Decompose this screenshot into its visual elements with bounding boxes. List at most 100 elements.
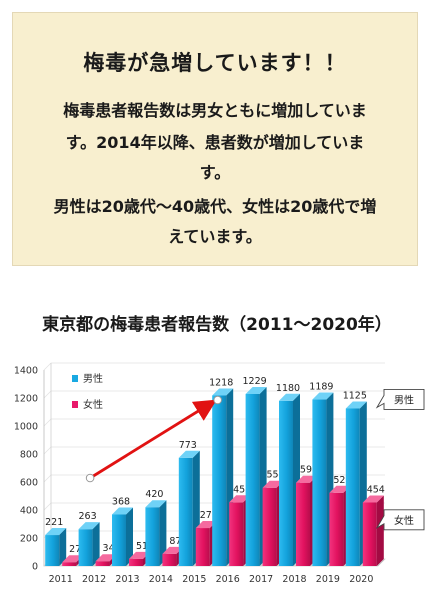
y-tick-label: 1000 — [14, 422, 38, 433]
bar-top — [112, 507, 133, 515]
gridline — [43, 362, 52, 371]
bar-side — [126, 507, 133, 566]
bar-male — [145, 507, 160, 566]
gridline — [43, 418, 52, 427]
bar-top — [45, 528, 67, 536]
bar-top — [178, 450, 200, 458]
data-label-male: 368 — [112, 496, 130, 507]
data-label-male: 1125 — [343, 391, 367, 402]
y-tick-label: 200 — [20, 534, 38, 545]
bar-top — [229, 495, 251, 503]
legend-label: 男性 — [83, 372, 103, 385]
x-tick-label: 2015 — [182, 574, 206, 585]
data-label-female: 454 — [367, 484, 385, 495]
bar-top — [162, 546, 184, 554]
arrow-end-marker — [213, 395, 222, 405]
x-tick-label: 2011 — [49, 574, 73, 585]
data-label-female: 27 — [69, 544, 81, 555]
data-label-female: 455 — [233, 484, 251, 495]
x-tick-label: 2012 — [82, 574, 106, 585]
info-line: す。 — [199, 163, 231, 182]
bar-male — [345, 408, 360, 566]
data-label-male: 1180 — [276, 383, 300, 394]
legend-label: 女性 — [83, 398, 103, 411]
bar-top — [312, 392, 334, 400]
y-tick-label: 800 — [20, 450, 38, 461]
info-line: す。2014年以降、患者数が増加していま — [65, 133, 365, 152]
x-tick-label: 2018 — [282, 574, 306, 585]
data-label-male: 1229 — [243, 376, 267, 387]
bar-side — [59, 528, 67, 566]
gridline — [43, 390, 52, 399]
info-line: えています。 — [168, 227, 262, 246]
data-label-female: 595 — [300, 465, 318, 476]
data-label-male: 221 — [45, 517, 63, 528]
data-label-male: 420 — [145, 489, 163, 500]
data-label-male: 1189 — [309, 382, 333, 393]
bar-female — [129, 558, 143, 566]
bar-female — [362, 502, 377, 566]
bar-side — [92, 522, 100, 566]
bar-top — [145, 500, 167, 508]
bar-male — [245, 393, 260, 566]
bar-top — [296, 475, 317, 483]
x-tick-label: 2020 — [349, 574, 373, 585]
bar-top — [245, 386, 267, 394]
y-tick-label: 600 — [20, 478, 38, 489]
callout-male — [375, 388, 425, 410]
bar-side — [159, 500, 167, 566]
callout-male-text: 男性 — [394, 393, 414, 406]
data-label-female: 271 — [200, 510, 218, 521]
bar-female — [329, 492, 344, 566]
bar-female — [62, 562, 77, 566]
bar-top — [329, 485, 351, 493]
bar-top — [129, 551, 150, 559]
info-line: 男性は20歳代～40歳代、女性は20歳代で増 — [53, 197, 377, 216]
info-title: 梅毒が急増しています！！ — [83, 51, 347, 75]
data-label-female: 87 — [169, 536, 181, 547]
x-tick-label: 2014 — [149, 574, 173, 585]
data-label-male: 1218 — [209, 377, 233, 388]
bar-male — [45, 535, 60, 566]
bar-top — [362, 495, 384, 503]
trend-arrow — [89, 399, 217, 480]
chart-title: 東京都の梅毒患者報告数（2011～2020年） — [42, 315, 392, 335]
bar-top — [62, 555, 84, 563]
y-tick-label: 0 — [32, 562, 38, 573]
bar-male — [78, 529, 93, 566]
x-tick-label: 2019 — [316, 574, 340, 585]
bar-top — [262, 480, 284, 488]
callout-female — [375, 509, 425, 531]
bar-female — [195, 528, 210, 566]
bar-chart: 0 200 400 600 800 1000 1200 1400 221 27 2011 263 34 2… — [14, 362, 425, 585]
bar-female — [262, 487, 277, 566]
data-label-female: 51 — [136, 541, 148, 552]
info-line: 梅毒患者報告数は男女ともに増加していま — [63, 101, 367, 120]
arrow-start-marker — [85, 473, 95, 483]
legend-swatch — [72, 375, 78, 382]
bar-top — [212, 388, 234, 396]
bar-female — [229, 502, 244, 566]
x-tick-label: 2013 — [115, 574, 139, 585]
bar-male — [312, 399, 327, 566]
x-tick-label: 2016 — [216, 574, 240, 585]
info-box: 梅毒が急増しています！！ 梅毒患者報告数は男女ともに増加していま す。2014年… — [12, 12, 418, 266]
bar-male — [279, 400, 293, 566]
y-tick-label: 1200 — [14, 394, 38, 405]
bar-top — [345, 401, 367, 409]
y-tick-label: 1400 — [14, 366, 38, 377]
gridline — [43, 474, 52, 483]
gridline — [43, 446, 52, 455]
bar-female — [95, 561, 110, 566]
data-label-male: 773 — [179, 440, 197, 451]
bar-top — [95, 554, 117, 562]
bar-female — [296, 482, 310, 566]
bar-male — [212, 395, 227, 566]
data-label-male: 263 — [79, 511, 97, 522]
bar-male — [178, 457, 193, 566]
legend-swatch — [72, 401, 78, 408]
bar-side — [376, 495, 384, 566]
bar-female — [162, 553, 177, 566]
bar-top — [195, 521, 217, 529]
y-tick-label: 400 — [20, 506, 38, 517]
